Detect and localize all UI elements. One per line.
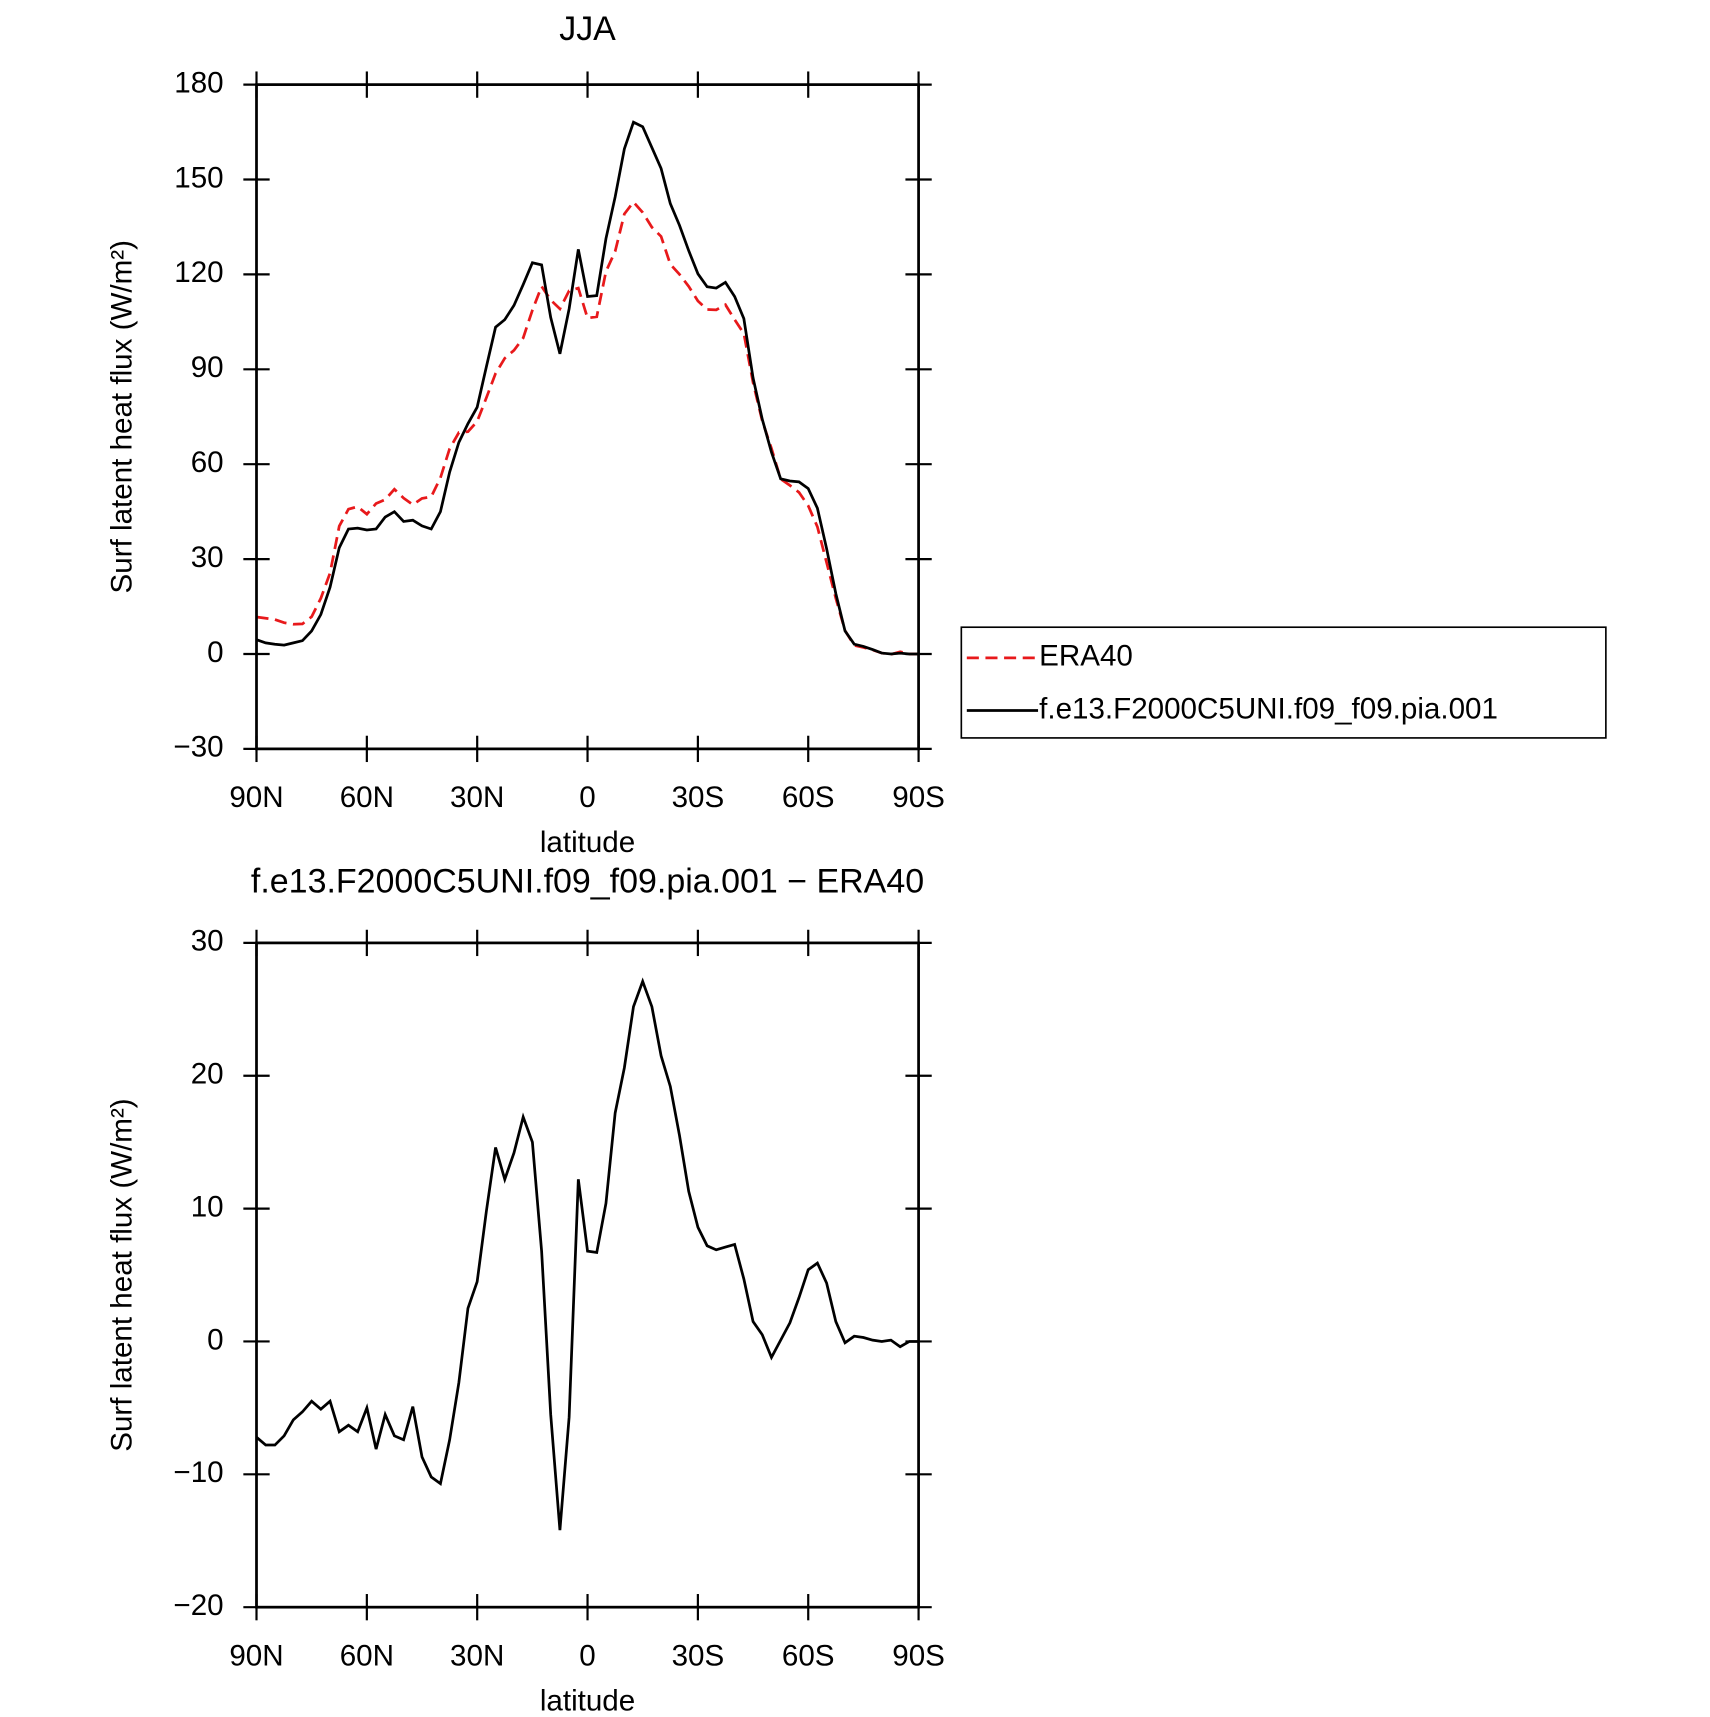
data-line: [255, 977, 919, 1531]
y-tick-label: 180: [174, 66, 223, 99]
y-tick-label: 0: [207, 1323, 223, 1356]
y-tick-label: 10: [191, 1190, 224, 1223]
y-tick-label: 20: [191, 1058, 224, 1091]
x-tick-label: 30S: [672, 781, 725, 814]
data-line: [256, 120, 919, 656]
x-tick-label: 60S: [782, 1639, 835, 1672]
y-tick-label: −30: [173, 731, 223, 764]
y-axis-label: Surf latent heat flux (W/m²): [106, 1098, 139, 1451]
x-tick-label: 60N: [340, 1639, 394, 1672]
legend-label: f.e13.F2000C5UNI.f09_f09.pia.001: [1039, 692, 1498, 725]
x-tick-label: 90N: [229, 781, 283, 814]
y-tick-label: −20: [173, 1589, 223, 1622]
plot-frame: [255, 941, 920, 1609]
chart-title: JJA: [559, 10, 616, 48]
x-tick-label: 0: [579, 781, 595, 814]
y-tick-label: 30: [191, 541, 224, 574]
legend: ERA40 f.e13.F2000C5UNI.f09_f09.pia.001: [960, 626, 1607, 739]
x-tick-label: 30N: [450, 1639, 504, 1672]
x-axis-label: latitude: [540, 1684, 635, 1717]
legend-box: [960, 626, 1607, 739]
y-tick-label: 90: [191, 351, 224, 384]
x-tick-label: 0: [579, 1639, 595, 1672]
x-tick-label: 90S: [892, 781, 945, 814]
y-axis-label: Surf latent heat flux (W/m²): [106, 240, 139, 593]
x-tick-label: 60S: [782, 781, 835, 814]
y-tick-label: 150: [174, 161, 223, 194]
y-tick-label: −10: [173, 1456, 223, 1489]
y-tick-label: 60: [191, 446, 224, 479]
chart-title: f.e13.F2000C5UNI.f09_f09.pia.001 − ERA40: [251, 863, 924, 901]
x-tick-label: 60N: [340, 781, 394, 814]
y-tick-label: 30: [191, 925, 224, 958]
x-tick-label: 30S: [672, 1639, 725, 1672]
x-tick-label: 90S: [892, 1639, 945, 1672]
plot-frame: [255, 83, 920, 751]
legend-label: ERA40: [1039, 640, 1133, 673]
y-tick-label: 120: [174, 256, 223, 289]
y-tick-label: 0: [207, 636, 223, 669]
data-line: [256, 199, 919, 656]
x-tick-label: 90N: [229, 1639, 283, 1672]
x-tick-label: 30N: [450, 781, 504, 814]
x-axis-label: latitude: [540, 826, 635, 859]
